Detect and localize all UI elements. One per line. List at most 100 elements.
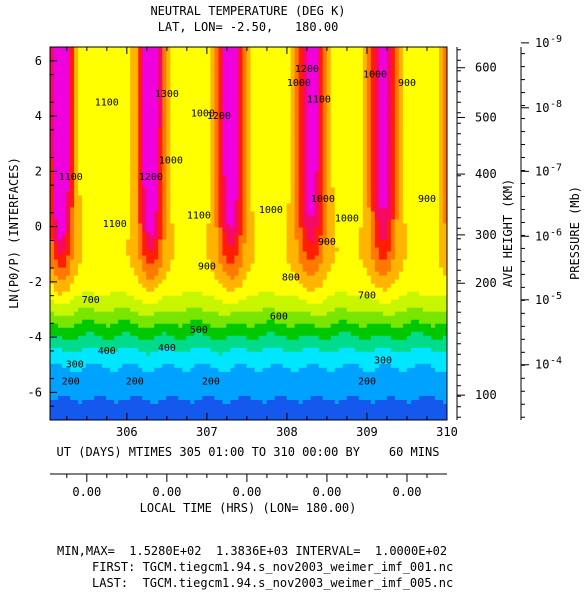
- temperature-cell: [246, 79, 252, 84]
- temperature-cell: [298, 179, 304, 184]
- temperature-cell: [54, 211, 67, 217]
- temperature-cell: [226, 211, 236, 217]
- temperature-cell: [54, 131, 71, 136]
- temperature-cell: [302, 139, 308, 144]
- temperature-cell: [54, 255, 67, 261]
- temperature-cell: [294, 139, 300, 144]
- temperature-cell: [50, 355, 447, 361]
- temperature-cell: [438, 51, 444, 56]
- temperature-cell: [238, 119, 244, 124]
- temperature-cell: [318, 147, 324, 152]
- temperature-cell: [242, 251, 256, 257]
- temperature-cell: [330, 63, 364, 68]
- temperature-cell: [218, 187, 224, 192]
- temperature-cell: [242, 159, 248, 164]
- temperature-cell: [394, 227, 408, 233]
- temperature-cell: [394, 247, 408, 253]
- temperature-cell: [306, 179, 316, 184]
- temperature-cell: [374, 119, 380, 124]
- pressure-tick-label: 10: [535, 293, 549, 307]
- temperature-cell: [50, 107, 55, 112]
- temperature-cell: [130, 87, 139, 92]
- temperature-cell: [330, 171, 364, 176]
- temperature-cell: [378, 271, 388, 277]
- temperature-cell: [222, 251, 240, 257]
- temperature-cell: [302, 159, 308, 164]
- temperature-cell: [334, 187, 364, 192]
- temperature-cell: [250, 199, 292, 205]
- temperature-cell: [294, 51, 300, 56]
- temperature-cell: [230, 399, 264, 405]
- temperature-cell: [302, 127, 308, 132]
- temperature-cell: [398, 163, 404, 168]
- temperature-cell: [234, 259, 244, 265]
- temperature-cell: [54, 151, 71, 156]
- temperature-cell: [250, 79, 292, 84]
- temperature-cell: [318, 171, 324, 176]
- temperature-cell: [294, 271, 308, 277]
- temperature-cell: [306, 91, 320, 96]
- temperature-cell: [322, 123, 328, 128]
- temperature-cell: [250, 83, 292, 88]
- temperature-cell: [242, 111, 248, 116]
- temperature-cell: [74, 119, 79, 124]
- temperature-cell: [358, 239, 372, 245]
- temperature-cell: [326, 271, 368, 277]
- temperature-cell: [242, 151, 248, 156]
- temperature-cell: [158, 243, 163, 249]
- temperature-cell: [230, 311, 312, 317]
- temperature-cell: [218, 63, 224, 68]
- temperature-cell: [162, 211, 167, 217]
- temperature-cell: [390, 63, 396, 68]
- temperature-cell: [326, 179, 332, 184]
- temperature-cell: [166, 151, 171, 156]
- temperature-cell: [166, 59, 171, 64]
- temperature-cell: [126, 239, 139, 245]
- temperature-cell: [322, 131, 328, 136]
- temperature-cell: [246, 103, 252, 108]
- temperature-cell: [378, 91, 388, 96]
- temperature-cell: [394, 63, 400, 68]
- temperature-cell: [386, 195, 392, 201]
- temperature-cell: [438, 199, 444, 205]
- temperature-cell: [370, 275, 400, 281]
- temperature-cell: [78, 107, 131, 112]
- temperature-cell: [242, 207, 248, 213]
- temperature-cell: [218, 171, 224, 176]
- temperature-cell: [162, 199, 167, 205]
- temperature-cell: [142, 283, 159, 289]
- temperature-cell: [154, 223, 159, 229]
- temperature-cell: [238, 187, 244, 192]
- temperature-cell: [378, 119, 388, 124]
- temperature-cell: [334, 243, 360, 249]
- temperature-cell: [142, 103, 159, 108]
- temperature-cell: [158, 251, 163, 257]
- temperature-cell: [374, 103, 380, 108]
- temperature-cell: [418, 291, 447, 297]
- temperature-cell: [390, 115, 396, 120]
- temperature-cell: [170, 219, 211, 225]
- temperature-cell: [394, 107, 400, 112]
- temperature-cell: [158, 179, 163, 184]
- temperature-cell: [286, 215, 296, 221]
- temperature-cell: [402, 107, 440, 112]
- temperature-cell: [82, 231, 131, 237]
- temperature-cell: [290, 171, 296, 176]
- temperature-cell: [302, 155, 308, 160]
- temperature-cell: [70, 187, 75, 192]
- temperature-cell: [130, 259, 143, 265]
- temperature-cell: [158, 187, 163, 192]
- temperature-cell: [294, 195, 300, 201]
- temperature-cell: [298, 87, 304, 92]
- temperature-cell: [322, 79, 328, 84]
- temperature-cell: [298, 59, 304, 64]
- temperature-cell: [50, 227, 55, 233]
- temperature-cell: [130, 203, 139, 209]
- temperature-cell: [154, 287, 228, 293]
- temperature-cell: [398, 51, 404, 56]
- temperature-cell: [158, 171, 163, 176]
- temperature-cell: [398, 183, 404, 188]
- temperature-cell: [406, 231, 440, 237]
- temperature-cell: [130, 175, 139, 180]
- temperature-cell: [218, 83, 224, 88]
